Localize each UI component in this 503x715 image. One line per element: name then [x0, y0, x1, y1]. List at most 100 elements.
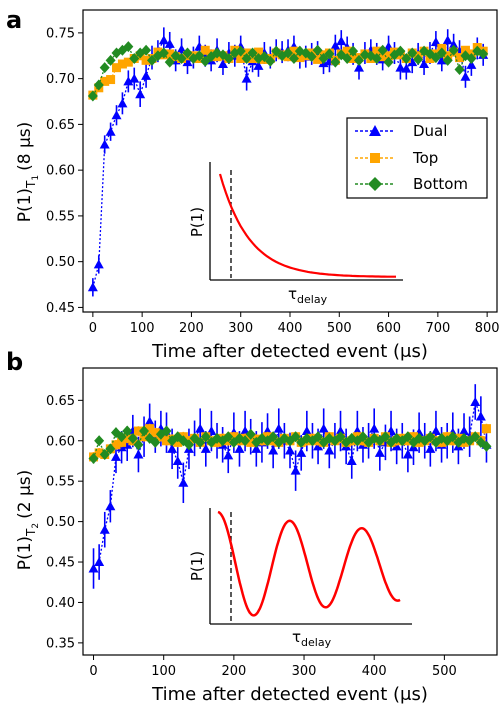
data-point [354, 54, 364, 66]
data-point [357, 431, 368, 443]
data-point [223, 450, 234, 460]
data-point [273, 423, 284, 433]
data-point [99, 62, 110, 74]
data-point [145, 424, 155, 434]
square-marker-icon [370, 153, 380, 163]
legend-entry-dual: Dual [355, 122, 447, 140]
data-point [290, 431, 301, 443]
data-point [475, 411, 486, 421]
y-tick-label: 0.75 [46, 26, 75, 41]
data-point [466, 59, 477, 69]
panel-b-ylabel-sub: T [24, 528, 38, 537]
data-point [135, 89, 146, 99]
x-tick-label: 400 [362, 664, 387, 679]
data-point [161, 425, 172, 437]
panel-a-ylabel-main: P(1) [15, 188, 35, 222]
data-point [110, 451, 121, 461]
data-point [395, 45, 406, 57]
data-point [265, 55, 276, 67]
data-point [459, 426, 470, 436]
data-point [93, 259, 104, 269]
data-point [182, 47, 193, 59]
series-bottom [87, 41, 489, 102]
data-point [306, 51, 317, 63]
data-point [318, 423, 329, 433]
data-point [342, 46, 352, 56]
data-point [335, 431, 346, 443]
data-point [133, 426, 143, 436]
data-point [150, 428, 160, 438]
panel-a: a P(1)T1(8 μs) 0 100 200 300 400 500 600 700 800… [6, 6, 500, 362]
data-point [195, 423, 206, 433]
data-point [283, 47, 294, 59]
data-point [123, 76, 134, 86]
data-point [158, 35, 169, 45]
data-point [217, 58, 228, 68]
data-point [122, 425, 133, 437]
data-point [93, 79, 104, 91]
data-point [129, 53, 140, 65]
panel-b-inset: P(1) τdelay [188, 508, 412, 649]
triangle-marker-icon [369, 125, 381, 136]
data-point [430, 37, 441, 47]
data-point [481, 424, 491, 434]
y-tick-label: 0.50 [46, 255, 75, 270]
data-point [430, 52, 441, 64]
panel-a-ticks: 0 100 200 300 400 500 600 700 800 0.45 0.50 0.55 0.6… [46, 26, 500, 336]
panel-a-label: a [6, 6, 22, 34]
data-point [253, 47, 263, 57]
series-dual [88, 384, 492, 589]
data-point [178, 477, 189, 487]
x-tick-label: 0 [89, 664, 97, 679]
y-tick-label: 0.50 [46, 515, 75, 530]
data-point [111, 440, 121, 450]
data-point [408, 432, 418, 442]
data-point [342, 53, 353, 65]
data-point [172, 455, 183, 465]
data-point [425, 431, 436, 443]
x-tick-label: 800 [475, 321, 500, 336]
data-point [436, 55, 447, 65]
x-tick-label: 500 [432, 664, 457, 679]
data-point [105, 54, 116, 66]
x-tick-label: 300 [292, 664, 317, 679]
data-point [165, 49, 175, 59]
data-point [150, 436, 161, 448]
data-point [318, 53, 329, 65]
y-tick-label: 0.65 [46, 118, 75, 133]
data-point [94, 435, 105, 447]
data-point [141, 55, 151, 65]
legend-label-top: Top [412, 149, 438, 167]
data-point [99, 524, 110, 534]
panel-b-plot [88, 384, 492, 589]
inset-b-ylabel: P(1) [188, 551, 206, 581]
data-point [478, 48, 489, 60]
panel-a-legend: Dual Top Bottom [346, 117, 488, 199]
data-point [268, 445, 279, 455]
data-point [289, 46, 299, 56]
data-point [296, 447, 307, 457]
data-point [162, 436, 172, 446]
diamond-marker-icon [368, 177, 382, 191]
legend-label-bottom: Bottom [413, 175, 468, 193]
data-point [372, 46, 382, 56]
legend-entry-top: Top [355, 149, 438, 167]
panel-a-inset: P(1) τdelay [188, 162, 403, 306]
data-point [407, 57, 418, 67]
data-point [395, 62, 406, 72]
y-tick-label: 0.60 [46, 434, 75, 449]
data-point [371, 53, 382, 65]
x-tick-label: 400 [278, 321, 303, 336]
panel-b-ylabel-tail: (2 μs) [15, 470, 35, 519]
y-tick-label: 0.55 [46, 209, 75, 224]
data-point [235, 45, 246, 57]
data-point [88, 453, 99, 465]
y-tick-label: 0.45 [46, 556, 75, 571]
data-point [141, 44, 152, 56]
panel-a-ylabel-sub: T [24, 180, 38, 189]
data-point [200, 45, 210, 55]
data-point [173, 437, 183, 447]
data-point [247, 47, 258, 59]
panel-b-ylabel: P(1)T2 (2 μs) [15, 470, 41, 571]
legend-entry-bottom: Bottom [355, 175, 468, 193]
